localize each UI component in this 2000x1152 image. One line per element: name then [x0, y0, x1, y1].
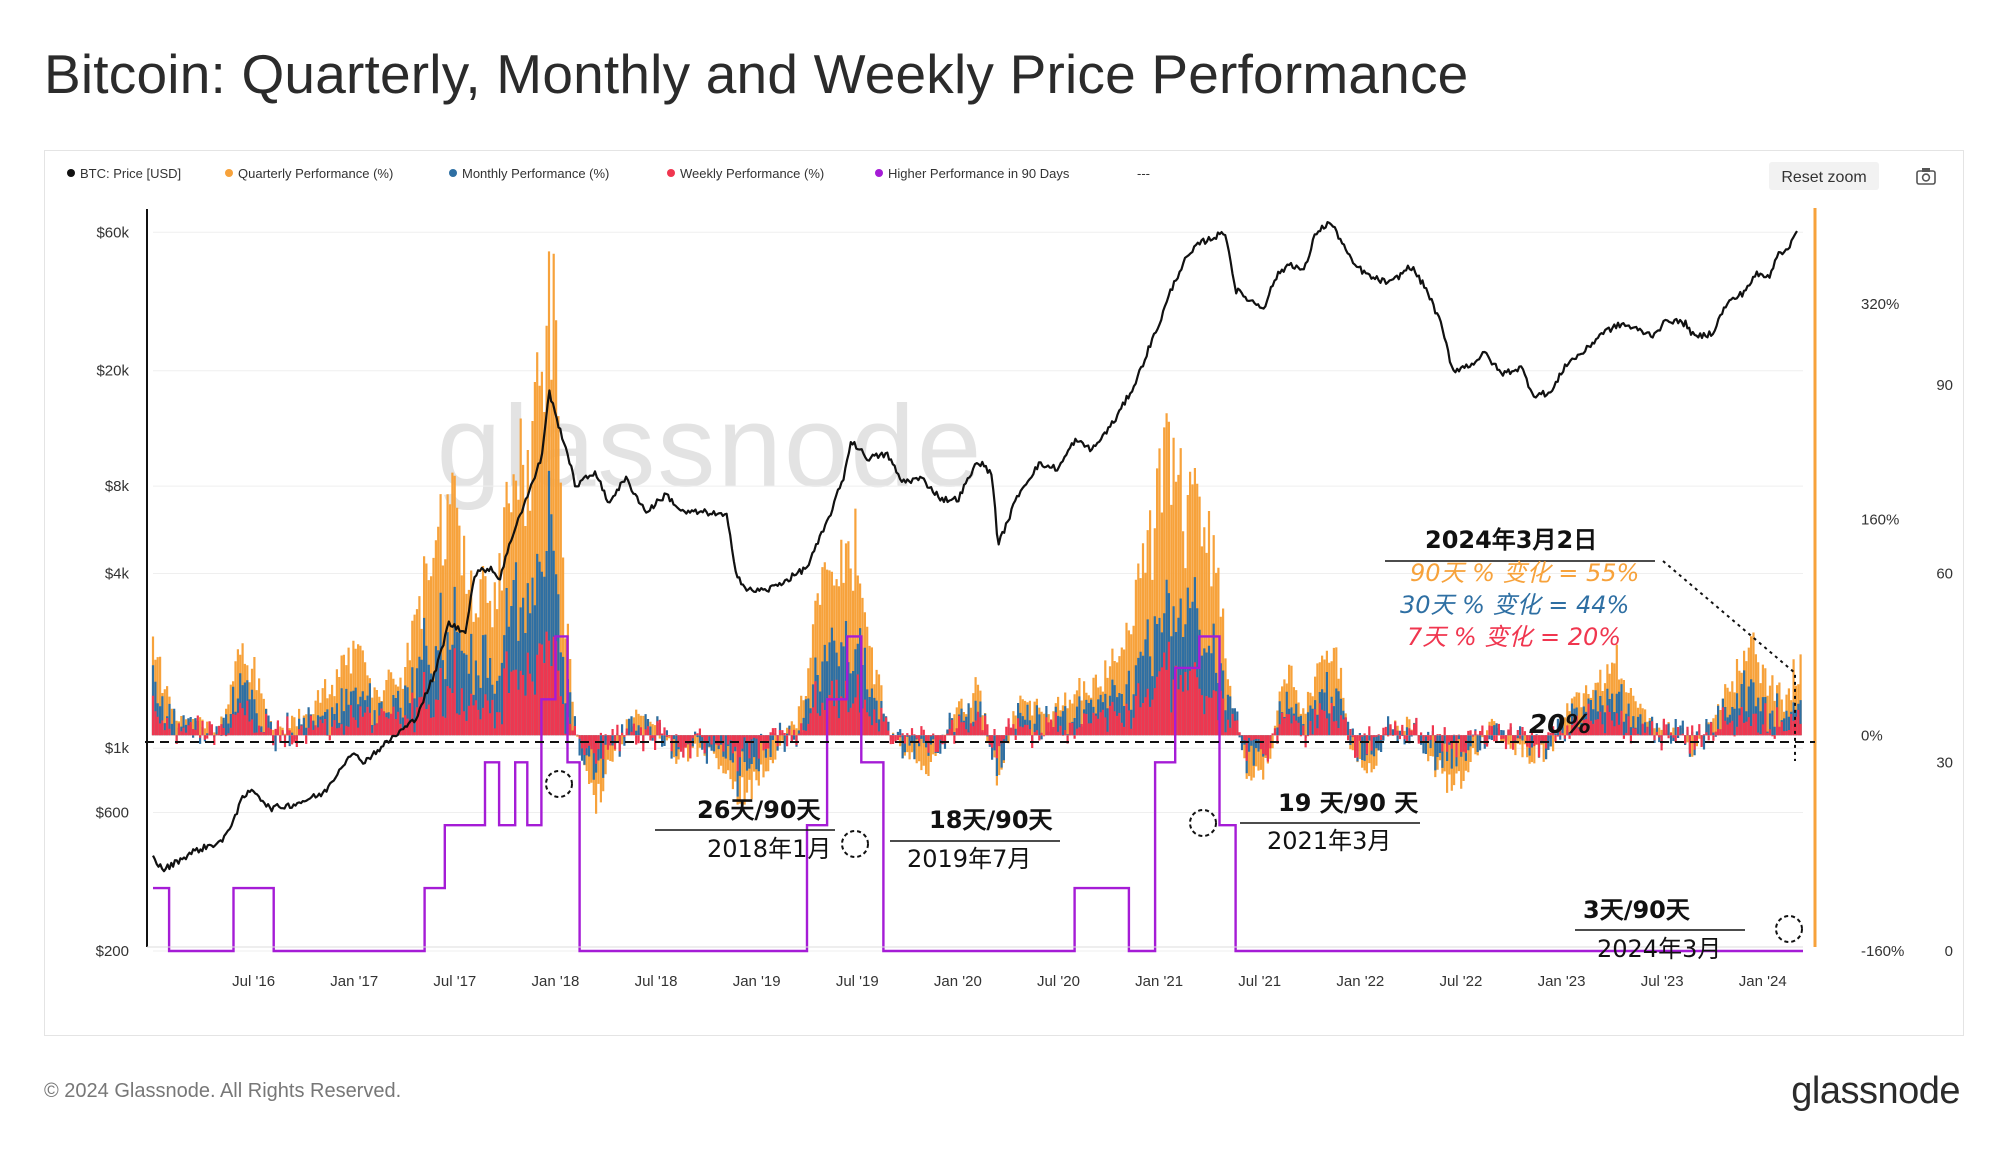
x-tick-label: Jul '21: [1238, 973, 1281, 990]
y-perf-tick-label: 160%: [1861, 512, 1899, 529]
x-tick-label: Jul '19: [836, 973, 879, 990]
x-tick-label: Jan '22: [1336, 973, 1384, 990]
camera-icon[interactable]: [1916, 168, 1936, 185]
event-2018-date: 2018年1月: [707, 835, 831, 863]
marker-circle-2024: [1775, 915, 1803, 943]
legend-item-6: ---: [1137, 166, 1150, 181]
marker-circle-2018: [545, 770, 573, 798]
y-left-tick-label: $60k: [96, 224, 129, 241]
event-2019-days: 18天/90天: [929, 806, 1053, 834]
event-2021-days: 19 天/90 天: [1278, 789, 1418, 817]
page-title: Bitcoin: Quarterly, Monthly and Weekly P…: [44, 43, 1469, 105]
higher-days-line: [153, 635, 1803, 953]
x-tick-label: Jan '21: [1135, 973, 1183, 990]
legend-item-5: Higher Performance in 90 Days: [875, 166, 1070, 181]
x-tick-label: Jul '23: [1641, 973, 1684, 990]
pointer-line: [1662, 560, 1796, 761]
legend-dot: [449, 169, 457, 177]
marker-circle-2019: [841, 830, 869, 858]
event-2019-date: 2019年7月: [907, 845, 1031, 873]
x-tick-label: Jan '18: [531, 973, 579, 990]
x-tick-label: Jan '20: [934, 973, 982, 990]
legend-label: Monthly Performance (%): [462, 166, 609, 181]
price-line: [152, 221, 1798, 873]
reset-zoom-label: Reset zoom: [1781, 169, 1866, 186]
w7-note: 7天 % 变化 = 20%: [1407, 623, 1621, 651]
event-2018-days: 26天/90天: [697, 796, 821, 824]
axes: Jul '16 Jan '17 Jul '17 Jan '18 Jul '18 Jan '…: [96, 208, 1953, 990]
higher-days-series: [153, 635, 1803, 953]
y-days-tick-label: 90: [1936, 377, 1953, 394]
x-tick-label: Jan '24: [1739, 973, 1787, 990]
m30-note: 30天 % 变化 = 44%: [1400, 591, 1629, 619]
date-head: 2024年3月2日: [1425, 526, 1597, 554]
y-left-tick-label: $600: [96, 805, 129, 822]
legend-label: ---: [1137, 166, 1150, 181]
marker-circle-2021: [1189, 809, 1217, 837]
x-tick-label: Jan '19: [733, 973, 781, 990]
legend: BTC: Price [USD] Quarterly Performance (%…: [67, 166, 1150, 181]
legend-dot: [667, 169, 675, 177]
footer-logo: glassnode: [1791, 1070, 1960, 1112]
legend-dot: [875, 169, 883, 177]
legend-label: Weekly Performance (%): [680, 166, 824, 181]
y-left-tick-label: $4k: [105, 566, 130, 583]
weekly-bars: [151, 631, 1802, 772]
legend-label: Quarterly Performance (%): [238, 166, 393, 181]
legend-dot: [67, 169, 75, 177]
y-days-tick-label: 0: [1945, 943, 1953, 960]
watermark: glassnode: [437, 381, 984, 511]
y-left-tick-label: $20k: [96, 363, 129, 380]
footer-copyright: © 2024 Glassnode. All Rights Reserved.: [44, 1080, 402, 1102]
y-days-tick-label: 60: [1936, 566, 1953, 583]
x-tick-label: Jan '23: [1538, 973, 1586, 990]
y-left-tick-label: $200: [96, 943, 129, 960]
legend-label: BTC: Price [USD]: [80, 166, 181, 181]
x-tick-label: Jan '17: [330, 973, 378, 990]
x-tick-label: Jul '16: [232, 973, 275, 990]
x-tick-label: Jul '18: [635, 973, 678, 990]
chart-frame: BTC: Price [USD] Quarterly Performance (%…: [44, 150, 1964, 1036]
legend-dot: [225, 169, 233, 177]
legend-item-4: Weekly Performance (%): [667, 166, 824, 181]
event-2021-date: 2021年3月: [1267, 827, 1391, 855]
annotations: 20% 2024年3月2日 90天 % 变化 = 55% 30天 % 变化 = …: [145, 526, 1815, 963]
event-2024-days: 3天/90天: [1583, 896, 1690, 924]
q90-note: 90天 % 变化 = 55%: [1410, 559, 1639, 587]
y-days-tick-label: 30: [1936, 754, 1953, 771]
y-perf-tick-label: -160%: [1861, 943, 1904, 960]
x-tick-label: Jul '22: [1439, 973, 1482, 990]
price-series: [152, 221, 1798, 873]
weekly-series: [151, 631, 1802, 772]
threshold-label: 20%: [1529, 710, 1591, 740]
x-tick-label: Jul '20: [1037, 973, 1080, 990]
legend-item-1: BTC: Price [USD]: [67, 166, 181, 181]
event-2024-date: 2024年3月: [1597, 935, 1721, 963]
y-perf-tick-label: 320%: [1861, 296, 1899, 313]
reset-zoom-button[interactable]: Reset zoom: [1769, 162, 1879, 190]
legend-label: Higher Performance in 90 Days: [888, 166, 1070, 181]
legend-item-3: Monthly Performance (%): [449, 166, 609, 181]
y-perf-tick-label: 0%: [1861, 727, 1883, 744]
x-tick-label: Jul '17: [433, 973, 476, 990]
legend-item-2: Quarterly Performance (%): [225, 166, 393, 181]
y-left-tick-label: $8k: [105, 478, 130, 495]
performance-chart[interactable]: BTC: Price [USD] Quarterly Performance (%…: [45, 151, 1963, 1035]
y-left-tick-label: $1k: [105, 740, 130, 757]
